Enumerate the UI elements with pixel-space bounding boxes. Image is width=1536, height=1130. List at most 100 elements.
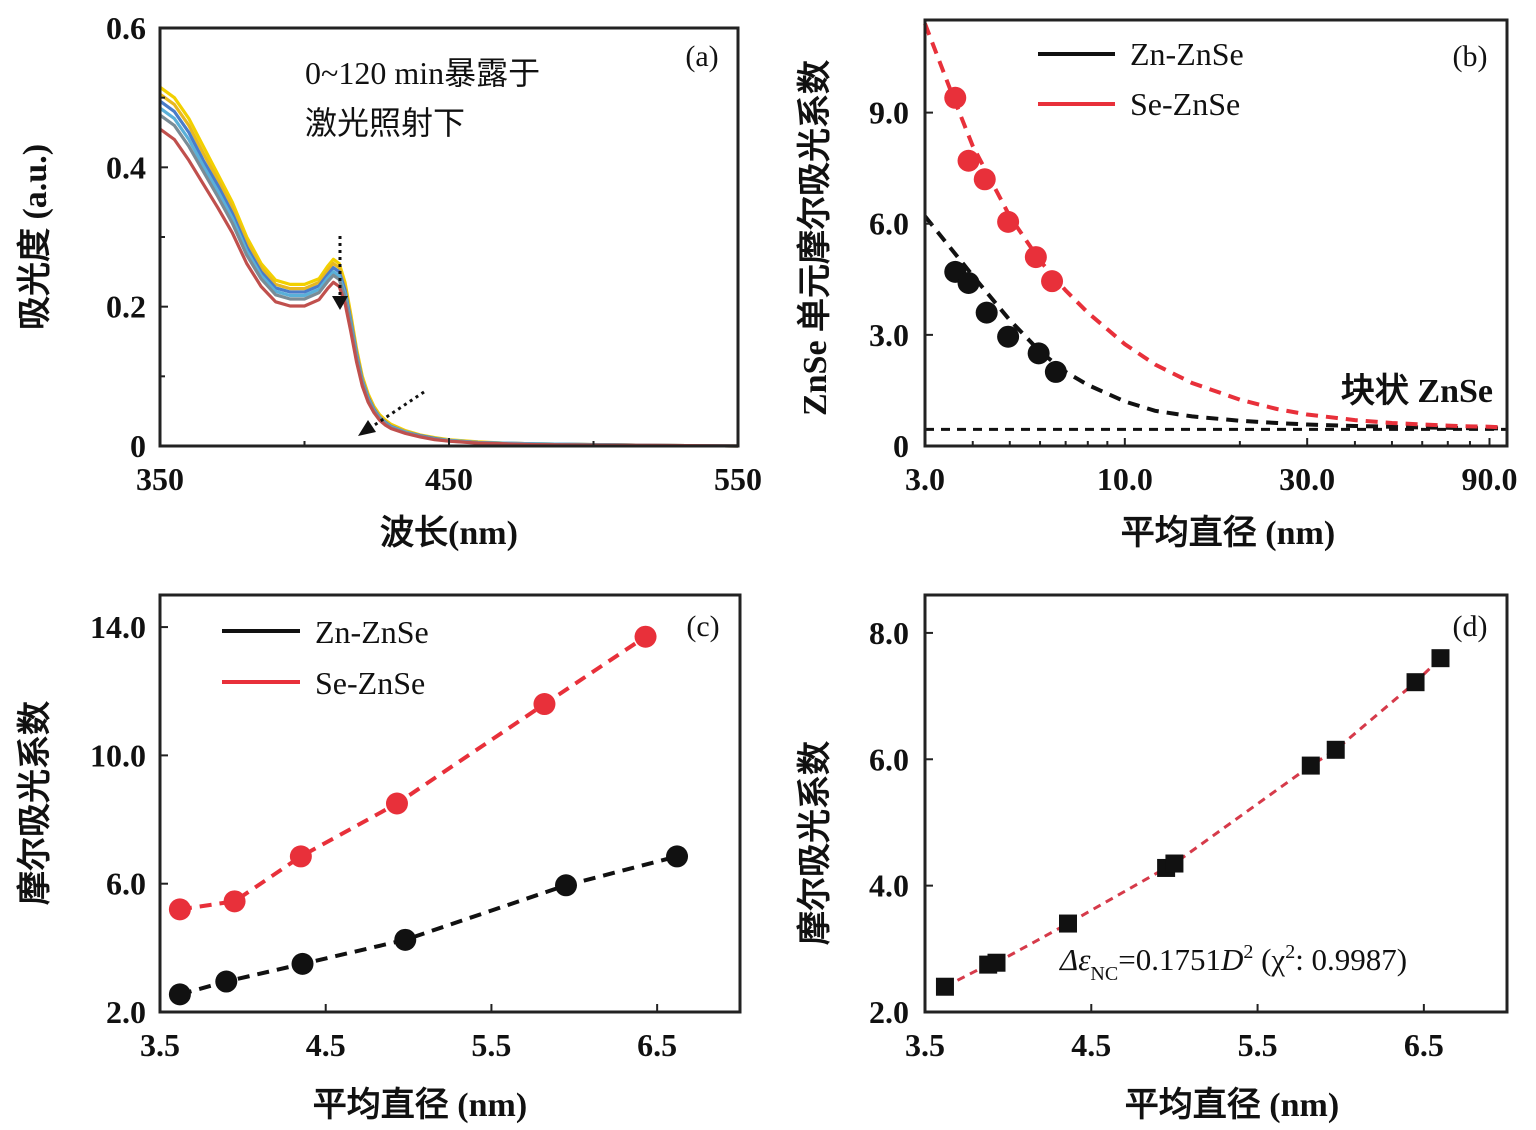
panel-b-fit-zn [923,215,1508,431]
panel-a-spectrum-2 [159,92,739,448]
panel-b-xtick-label: 10.0 [1097,461,1153,497]
panel-c: 3.5 4.5 5.5 6.5 2.0 6.0 10.0 14.0 (c) Zn-ZnSe S… [16,593,742,1124]
panel-c-point-zn [291,952,314,975]
panel-b-xtick-label: 90.0 [1462,461,1518,497]
panel-d-point [1059,914,1078,933]
panel-c-xlabel: 平均直径 (nm) [313,1086,527,1124]
panel-a-ticks: 350 450 550 0 0.2 0.4 0.6 [106,10,762,497]
panel-a-spectrum-4 [159,106,739,448]
panel-b-frame [923,18,1509,448]
panel-d-frame [923,593,1509,1014]
panel-b-point-se [944,86,967,109]
panel-c-ylabel: 摩尔吸光系数 [16,701,54,905]
panel-d-point [1431,649,1450,668]
panel-d-point [1406,673,1425,692]
panel-d-point [935,977,954,996]
panel-a-annotation-line-2: 激光照射下 [305,105,465,141]
panel-b-point-se [973,168,996,191]
panel-d-fit [944,657,1442,989]
panel-c-ytick-label: 6.0 [106,866,146,902]
panel-c-point-zn [394,928,417,951]
panel-a-xtick-label: 550 [714,461,762,497]
panel-a-spectrum-6 [159,127,739,448]
panel-d-plot [935,649,1450,996]
panel-d-ticks: 3.5 4.5 5.5 6.5 2.0 4.0 6.0 8.0 [869,615,1444,1063]
panel-c-point-se [533,693,556,716]
panel-c-ytick-label: 2.0 [106,994,146,1030]
panel-a-xtick-label: 350 [136,461,184,497]
panel-d-point [1165,854,1184,873]
panel-c-ticks: 3.5 4.5 5.5 6.5 2.0 6.0 10.0 14.0 [90,609,677,1063]
panel-d: 3.5 4.5 5.5 6.5 2.0 4.0 6.0 8.0 (d) ΔεNC=0.1751… [796,593,1509,1124]
panel-c-point-se [385,792,408,815]
panel-c-point-zn [215,970,238,993]
panel-b-point-zn [957,272,980,295]
panel-b-point-zn [1027,342,1050,365]
panel-a-tag: (a) [685,40,718,73]
panel-d-point [1301,756,1320,775]
panel-b-ylabel: ZnSe 单元摩尔吸光系数 [796,60,834,416]
panel-b-ticks: 3.0 10.0 30.0 90.003.06.09.0 [869,95,1518,497]
panel-a-spectrum-3 [159,99,739,448]
panel-b-fit-se [923,22,1508,430]
panel-b-ytick-label: 0 [893,428,909,464]
panel-b-point-se [1041,270,1064,293]
panel-a-peak-arrow-head [332,296,348,310]
panel-a-ytick-label: 0 [130,428,146,464]
panel-a-xlabel: 波长(nm) [380,514,518,552]
panel-a-edge-arrow-head [358,420,376,436]
panel-d-xtick-label: 3.5 [905,1027,945,1063]
panel-d-xtick-label: 4.5 [1071,1027,1111,1063]
panel-b-ytick-label: 6.0 [869,206,909,242]
panel-b-tag: (b) [1453,40,1488,73]
panel-c-xtick-label: 5.5 [471,1027,511,1063]
panel-b-point-se [1024,246,1047,269]
panel-d-point [987,953,1006,972]
panel-c-legend-label-se: Se-ZnSe [315,665,425,701]
panel-a-ytick-label: 0.6 [106,10,146,46]
panel-c-frame [158,593,742,1014]
panel-b: 3.0 10.0 30.0 90.003.06.09.0 (b) Zn-ZnSe Se… [796,18,1518,552]
panel-a-spectra [159,85,739,448]
panel-b-ytick-label: 3.0 [869,317,909,353]
panel-b-xtick-label: 3.0 [905,461,945,497]
panel-c-legend-label-zn: Zn-ZnSe [315,614,429,650]
panel-c-point-zn [555,874,577,897]
panel-a-ylabel: 吸光度 (a.u.) [16,144,54,330]
panel-c-point-zn [666,845,689,868]
panel-b-legend-label-zn: Zn-ZnSe [1130,36,1244,72]
panel-c-xtick-label: 6.5 [637,1027,677,1063]
panel-c-fit-zn [179,854,678,997]
panel-b-bulk-label: 块状 ZnSe [1341,372,1493,410]
panel-a-spectrum-5 [159,113,739,448]
panel-c-ytick-label: 14.0 [90,609,146,645]
panel-c-xtick-label: 4.5 [306,1027,346,1063]
panel-a-xtick-label: 450 [425,461,473,497]
panel-a-ytick-label: 0.4 [106,149,146,185]
panel-b-plot [923,22,1508,431]
panel-c-point-se [223,890,246,913]
panel-c-point-se [634,625,657,648]
panel-c-point-zn [168,983,191,1006]
panel-d-ytick-label: 8.0 [869,615,909,651]
panel-b-ytick-label: 9.0 [869,95,909,131]
panel-c-plot [168,625,689,1006]
panel-b-point-se [957,149,980,172]
panel-d-ytick-label: 2.0 [869,994,909,1030]
panel-d-ylabel: 摩尔吸光系数 [796,741,834,945]
panel-b-xtick-label: 30.0 [1279,461,1335,497]
panel-c-ytick-label: 10.0 [90,737,146,773]
panel-d-point [1326,740,1345,759]
panel-c-tag: (c) [686,610,719,643]
panel-a-annotation-line-1: 0~120 min暴露于 [305,55,540,91]
panel-c-point-se [289,845,312,868]
panel-b-xlabel: 平均直径 (nm) [1121,514,1335,552]
panel-d-xlabel: 平均直径 (nm) [1125,1086,1339,1124]
panel-c-xtick-label: 3.5 [140,1027,180,1063]
panel-d-equation: ΔεNC=0.1751D2 (χ2: 0.9987) [1058,941,1407,985]
panel-d-xtick-label: 6.5 [1404,1027,1444,1063]
panel-b-point-zn [1044,360,1067,383]
panel-c-point-se [168,898,191,921]
panel-b-point-zn [975,301,998,324]
